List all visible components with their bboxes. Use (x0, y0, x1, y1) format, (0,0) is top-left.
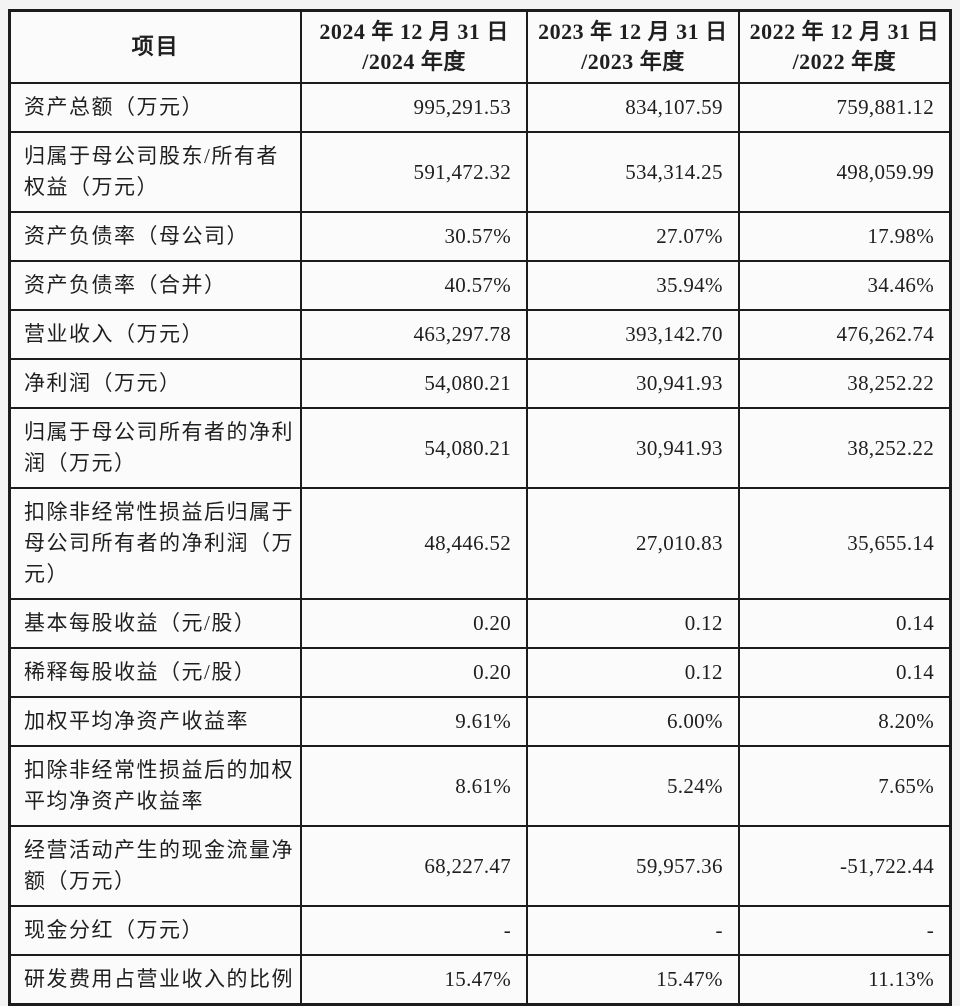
header-2022-period: /2022 年度 (792, 49, 897, 74)
row-label: 营业收入（万元） (8, 309, 303, 360)
row-label: 资产负债率（合并） (8, 260, 303, 311)
header-2024-date: 2024 年 12 月 31 日 (319, 19, 509, 44)
table-row: 营业收入（万元） 463,297.78 393,142.70 476,262.74 (8, 309, 952, 360)
value-cell: 59,957.36 (526, 825, 740, 907)
value-cell: 68,227.47 (300, 825, 529, 907)
table-row: 资产总额（万元） 995,291.53 834,107.59 759,881.12 (8, 82, 952, 133)
value-cell: 0.14 (737, 647, 952, 698)
value-cell: 995,291.53 (300, 82, 529, 133)
row-label: 扣除非经常性损益后归属于母公司所有者的净利润（万元） (8, 487, 303, 600)
header-item-column: 项目 (8, 9, 303, 84)
row-label: 归属于母公司所有者的净利润（万元） (8, 407, 303, 489)
table-row: 扣除非经常性损益后归属于母公司所有者的净利润（万元） 48,446.52 27,01… (8, 487, 952, 600)
value-cell: 393,142.70 (526, 309, 740, 360)
value-cell: 30,941.93 (526, 407, 740, 489)
value-cell: 0.14 (737, 598, 952, 649)
header-year-2022: 2022 年 12 月 31 日 /2022 年度 (737, 9, 952, 84)
value-cell: 48,446.52 (300, 487, 529, 600)
table-row: 归属于母公司股东/所有者权益（万元） 591,472.32 534,314.25 49… (8, 131, 952, 213)
value-cell: 54,080.21 (300, 407, 529, 489)
value-cell: 9.61% (300, 696, 529, 747)
financial-summary-table: 项目 2024 年 12 月 31 日 /2024 年度 2023 年 12 月… (8, 9, 952, 1006)
value-cell: 5.24% (526, 745, 740, 827)
value-cell: 834,107.59 (526, 82, 740, 133)
header-2023-date: 2023 年 12 月 31 日 (538, 19, 728, 44)
table-row: 扣除非经常性损益后的加权平均净资产收益率 8.61% 5.24% 7.65% (8, 745, 952, 827)
table-row: 净利润（万元） 54,080.21 30,941.93 38,252.22 (8, 358, 952, 409)
value-cell: 0.20 (300, 598, 529, 649)
row-label: 加权平均净资产收益率 (8, 696, 303, 747)
value-cell: 6.00% (526, 696, 740, 747)
value-cell: 30,941.93 (526, 358, 740, 409)
value-cell: 8.20% (737, 696, 952, 747)
value-cell: - (526, 905, 740, 956)
row-label: 资产总额（万元） (8, 82, 303, 133)
header-2022-date: 2022 年 12 月 31 日 (749, 19, 940, 44)
header-year-2024: 2024 年 12 月 31 日 /2024 年度 (300, 9, 529, 84)
table-row: 资产负债率（合并） 40.57% 35.94% 34.46% (8, 260, 952, 311)
table-row: 基本每股收益（元/股） 0.20 0.12 0.14 (8, 598, 952, 649)
row-label: 净利润（万元） (8, 358, 303, 409)
header-row: 项目 2024 年 12 月 31 日 /2024 年度 2023 年 12 月… (8, 9, 952, 84)
value-cell: 30.57% (300, 211, 529, 262)
row-label: 经营活动产生的现金流量净额（万元） (8, 825, 303, 907)
table-header: 项目 2024 年 12 月 31 日 /2024 年度 2023 年 12 月… (8, 9, 952, 84)
value-cell: 38,252.22 (737, 407, 952, 489)
value-cell: 463,297.78 (300, 309, 529, 360)
table-row: 现金分红（万元） - - - (8, 905, 952, 956)
row-label: 资产负债率（母公司） (8, 211, 303, 262)
value-cell: 759,881.12 (737, 82, 952, 133)
value-cell: 27.07% (526, 211, 740, 262)
table-row: 加权平均净资产收益率 9.61% 6.00% 8.20% (8, 696, 952, 747)
value-cell: 27,010.83 (526, 487, 740, 600)
value-cell: - (300, 905, 529, 956)
table-row: 归属于母公司所有者的净利润（万元） 54,080.21 30,941.93 38,25… (8, 407, 952, 489)
value-cell: 498,059.99 (737, 131, 952, 213)
table-row: 经营活动产生的现金流量净额（万元） 68,227.47 59,957.36 -51,7… (8, 825, 952, 907)
table-row: 资产负债率（母公司） 30.57% 27.07% 17.98% (8, 211, 952, 262)
value-cell: 476,262.74 (737, 309, 952, 360)
value-cell: 0.12 (526, 647, 740, 698)
value-cell: 591,472.32 (300, 131, 529, 213)
table-row: 研发费用占营业收入的比例 15.47% 15.47% 11.13% (8, 954, 952, 1006)
value-cell: 0.20 (300, 647, 529, 698)
row-label: 现金分红（万元） (8, 905, 303, 956)
value-cell: 17.98% (737, 211, 952, 262)
financial-table-page: { "table": { "header": { "item": "项目", "… (8, 9, 952, 1006)
value-cell: 54,080.21 (300, 358, 529, 409)
value-cell: 35.94% (526, 260, 740, 311)
value-cell: 534,314.25 (526, 131, 740, 213)
value-cell: 38,252.22 (737, 358, 952, 409)
header-year-2023: 2023 年 12 月 31 日 /2023 年度 (526, 9, 740, 84)
row-label: 研发费用占营业收入的比例 (8, 954, 303, 1006)
row-label: 稀释每股收益（元/股） (8, 647, 303, 698)
value-cell: 11.13% (737, 954, 952, 1006)
value-cell: -51,722.44 (737, 825, 952, 907)
table-row: 稀释每股收益（元/股） 0.20 0.12 0.14 (8, 647, 952, 698)
table-body: 资产总额（万元） 995,291.53 834,107.59 759,881.12 归属… (8, 82, 952, 1006)
value-cell: 15.47% (526, 954, 740, 1006)
header-2024-period: /2024 年度 (362, 49, 466, 74)
value-cell: - (737, 905, 952, 956)
value-cell: 7.65% (737, 745, 952, 827)
row-label: 扣除非经常性损益后的加权平均净资产收益率 (8, 745, 303, 827)
row-label: 归属于母公司股东/所有者权益（万元） (8, 131, 303, 213)
header-2023-period: /2023 年度 (581, 49, 685, 74)
value-cell: 35,655.14 (737, 487, 952, 600)
value-cell: 8.61% (300, 745, 529, 827)
value-cell: 15.47% (300, 954, 529, 1006)
value-cell: 34.46% (737, 260, 952, 311)
value-cell: 0.12 (526, 598, 740, 649)
row-label: 基本每股收益（元/股） (8, 598, 303, 649)
value-cell: 40.57% (300, 260, 529, 311)
